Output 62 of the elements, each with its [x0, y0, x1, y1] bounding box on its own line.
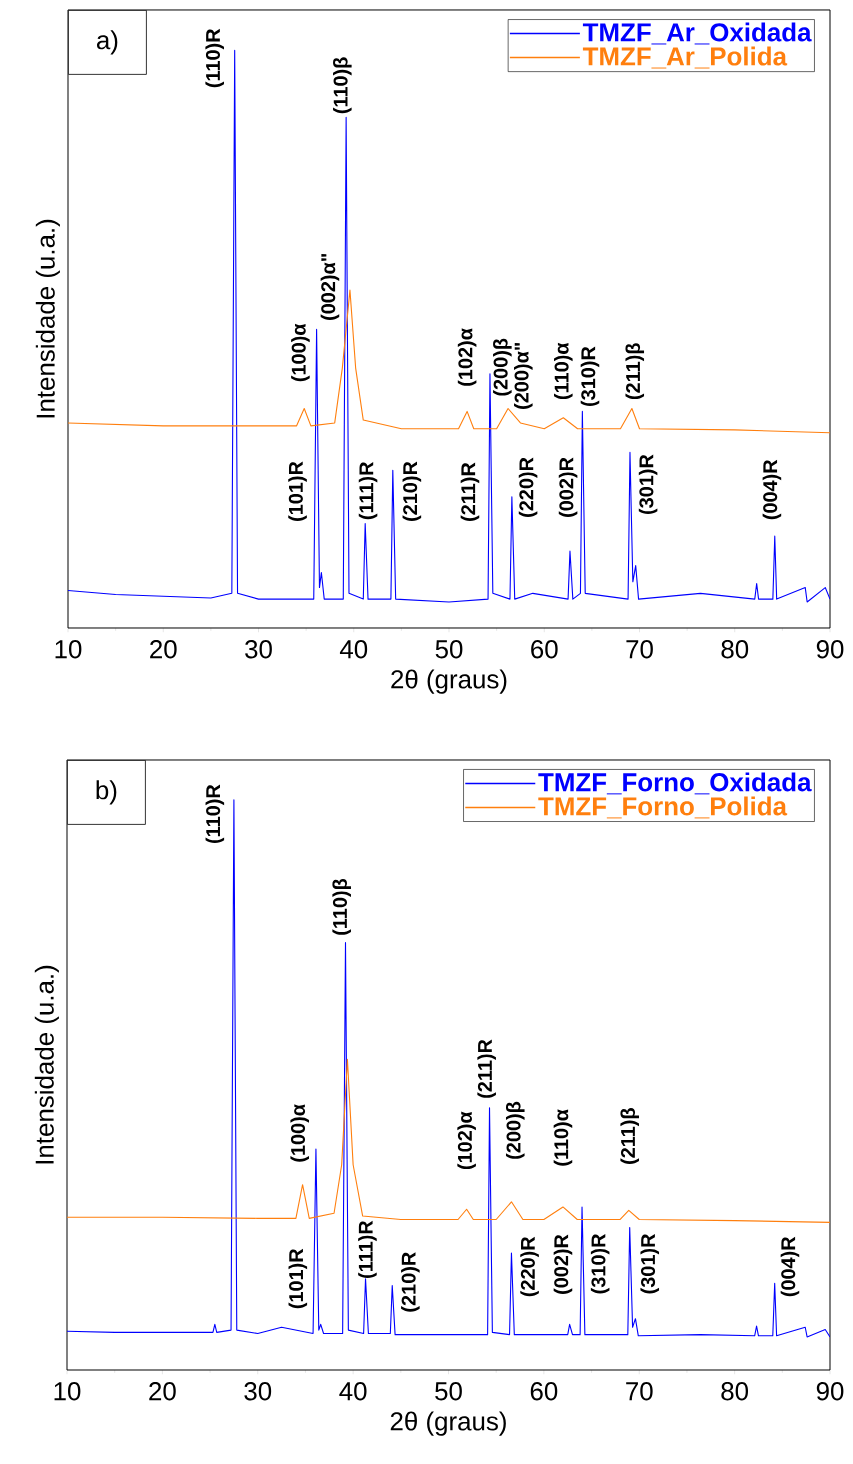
annotation: (200)β	[505, 1101, 525, 1159]
annotation: (200)α"	[514, 343, 533, 409]
annotation: (211)β	[625, 343, 645, 400]
x-tick-label: 80	[721, 1382, 749, 1401]
annotation: (301)R	[638, 454, 658, 515]
x-tick-label: 10	[55, 640, 82, 659]
annotation: (110)R	[205, 28, 224, 88]
annotation: (002)R	[558, 457, 578, 517]
x-tick-label: 40	[339, 640, 368, 659]
x-tick-label: 80	[721, 640, 749, 659]
annotation: a)	[96, 30, 118, 55]
legend-label: TMZF_Forno_Oxidada	[538, 772, 812, 795]
annotation: (110)β	[332, 878, 351, 935]
x-tick-label: 30	[244, 1382, 272, 1401]
x-tick-label: 30	[245, 640, 272, 659]
annotation: b)	[96, 780, 117, 805]
annotation: (100)α	[290, 1104, 310, 1162]
x-tick-label: 20	[149, 1382, 176, 1401]
annotation: (102)α	[457, 328, 477, 386]
annotation: (310)R	[590, 1233, 610, 1294]
annotation: (004)R	[780, 1236, 800, 1297]
annotation: (110)α	[554, 342, 573, 400]
annotation: (210)R	[401, 1252, 420, 1312]
annotation: (200)β	[493, 338, 512, 396]
annotation: (004)R	[762, 459, 782, 520]
x-axis-title: 2θ (graus)	[391, 669, 507, 694]
y-axis-title: Intensidade (u.a.)	[34, 965, 59, 1164]
annotation: (101)R	[288, 461, 307, 521]
x-tick-label: 50	[435, 1382, 462, 1401]
annotation: (101)R	[288, 1248, 308, 1309]
annotation: (002)α"	[320, 254, 340, 320]
x-tick-label: 90	[816, 640, 844, 659]
legend-label: TMZF_Ar_Oxidada	[582, 22, 812, 45]
annotation: (102)α	[457, 1111, 476, 1170]
annotation: (002)R	[553, 1234, 573, 1294]
annotation: (100)α	[291, 323, 310, 382]
x-tick-label: 50	[435, 640, 463, 659]
x-tick-label: 60	[530, 1382, 558, 1401]
x-tick-label: 20	[150, 640, 177, 659]
annotation: (211)β	[620, 1108, 640, 1164]
annotation: (110)R	[205, 784, 225, 844]
annotation: (310)R	[580, 346, 600, 407]
x-tick-label: 40	[339, 1382, 367, 1401]
annotation: (301)R	[640, 1233, 660, 1294]
x-tick-label: 90	[816, 1382, 844, 1401]
annotation: (110)α	[553, 1109, 573, 1166]
legend-label: TMZF_Forno_Polida	[538, 796, 788, 819]
annotation: (111)R	[358, 461, 378, 520]
x-tick-label: 70	[626, 640, 653, 659]
annotation: (111)R	[358, 1220, 377, 1278]
annotation: (220)R	[520, 1236, 539, 1297]
annotation: (210)R	[402, 461, 422, 521]
y-axis-title: Intensidade (u.a.)	[35, 219, 60, 418]
x-axis-title: 2θ (graus)	[390, 1411, 506, 1436]
annotation: (211)R	[460, 462, 480, 521]
x-tick-label: 10	[54, 1382, 81, 1401]
x-tick-label: 60	[531, 640, 558, 659]
annotation: (211)R	[477, 1039, 496, 1098]
annotation: (110)β	[333, 57, 352, 114]
x-tick-label: 70	[626, 1382, 653, 1401]
annotation: (220)R	[518, 457, 538, 517]
legend-label: TMZF_Ar_Polida	[582, 46, 788, 69]
